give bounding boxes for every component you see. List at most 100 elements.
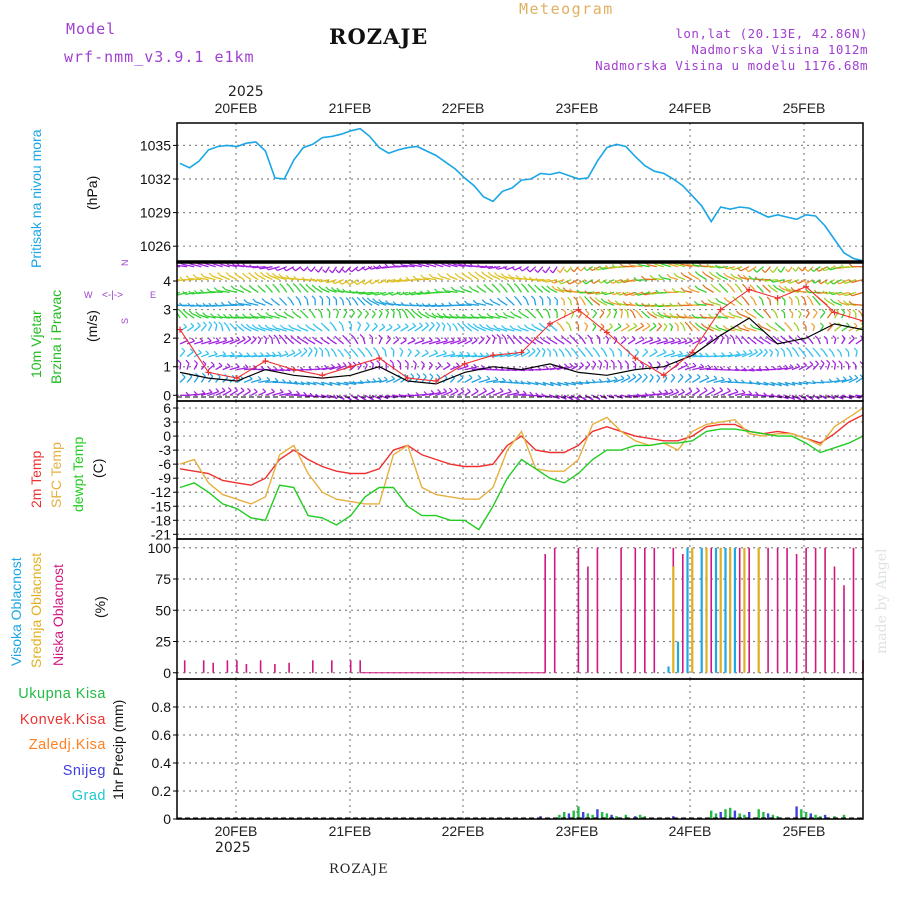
- wind-arrow: [443, 353, 456, 358]
- wind-arrow: [379, 379, 388, 384]
- wind-arrow: [677, 376, 684, 383]
- precip-panel-frame: [176, 678, 864, 820]
- wind-arrow: [762, 351, 768, 358]
- wind-arrow-head: [633, 322, 638, 327]
- wind-arrow: [392, 311, 395, 319]
- wind-arrow: [371, 313, 376, 319]
- wind-arrow-head: [320, 381, 325, 386]
- wind-arrow-head: [553, 296, 558, 301]
- wind-arrow-head: [411, 309, 416, 314]
- precip-bar: [572, 810, 575, 819]
- wind-arrow: [315, 339, 323, 345]
- wind-arrow: [504, 337, 508, 345]
- wind-arrow: [626, 311, 629, 319]
- wind-arrow-head: [653, 348, 658, 353]
- wind-arrow-head: [189, 348, 194, 353]
- wind-arrow: [690, 289, 700, 294]
- cloud-low-bar: [331, 660, 333, 673]
- wind-arrow-head: [202, 302, 207, 307]
- wind-arrow: [346, 351, 352, 358]
- wind-arrow: [759, 287, 764, 293]
- wind-arrow-head: [789, 364, 794, 368]
- wind-arrow: [831, 351, 836, 357]
- wind-arrow: [303, 266, 309, 272]
- cloud-mid-bar: [757, 547, 760, 673]
- wind-arrow: [783, 351, 786, 357]
- wind-arrow: [375, 291, 387, 296]
- wind-tick-label: 1: [163, 359, 171, 375]
- wind-arrow-head: [372, 298, 377, 303]
- wind-arrow-head: [405, 276, 410, 281]
- wind-arrow-head: [299, 309, 304, 314]
- wind-arrow-head: [477, 374, 482, 379]
- top-year: 2025: [228, 84, 264, 100]
- cloud-low-bar: [226, 660, 229, 673]
- wind-arrow-head: [831, 395, 836, 400]
- wind-arrow: [692, 366, 704, 371]
- wind-arrow: [381, 301, 394, 306]
- wind-arrow-head: [296, 390, 300, 395]
- wind-arrow: [713, 390, 723, 396]
- cloud-low-bar: [553, 547, 556, 673]
- wind-arrow: [272, 354, 282, 358]
- wind-arrow-head: [754, 391, 759, 396]
- wind-arrow: [706, 389, 716, 396]
- wind-arrow-head: [442, 350, 447, 355]
- wind-arrow-head: [493, 272, 498, 276]
- wind-arrow-head: [257, 284, 262, 289]
- wind-arrow-head: [771, 308, 776, 313]
- wind-arrow-head: [396, 323, 401, 328]
- wind-arrow-head: [839, 395, 844, 400]
- wind-arrow: [720, 354, 733, 358]
- wind-arrow-head: [753, 268, 758, 273]
- wind-arrow: [371, 325, 378, 332]
- wind-arrow-head: [850, 334, 855, 339]
- wind-arrow: [442, 390, 453, 396]
- wind-arrow: [649, 339, 661, 345]
- wind-arrow-head: [172, 262, 175, 265]
- wind-arrow-head: [805, 289, 810, 294]
- wind-arrow: [464, 391, 471, 396]
- wind-arrow-head: [197, 349, 202, 354]
- wind-arrow-head: [600, 323, 605, 328]
- precip-bar: [743, 814, 746, 819]
- wind-arrow-head: [613, 308, 618, 313]
- wind-arrow-head: [715, 324, 719, 329]
- wind-arrow-head: [278, 334, 283, 339]
- wind-arrow-head: [378, 264, 383, 269]
- wind-arrow-head: [230, 351, 235, 356]
- wind-arrow: [817, 338, 821, 345]
- wind-arrow-head: [721, 312, 726, 317]
- wind-arrow: [492, 301, 501, 306]
- wind-arrow: [663, 340, 675, 345]
- wind-arrow: [580, 350, 587, 358]
- wind-arrow-head: [201, 372, 206, 377]
- wind-arrow-head: [444, 337, 448, 342]
- wind-arrow: [200, 363, 207, 371]
- wind-arrow-head: [428, 337, 433, 342]
- wind-arrow: [467, 303, 479, 306]
- wind-arrow-head: [648, 361, 652, 366]
- wind-arrow: [383, 291, 394, 296]
- cloud-low-bar: [259, 660, 262, 673]
- wind-arrow: [613, 378, 625, 384]
- wind-arrow-head: [658, 274, 663, 279]
- wind-arrow: [442, 263, 451, 268]
- wind-arrow-head: [284, 334, 289, 339]
- wind-arrow: [571, 381, 583, 385]
- wind-arrow-head: [179, 276, 184, 281]
- wind-arrow-head: [416, 372, 421, 377]
- wind-arrow-head: [307, 268, 312, 273]
- wind-arrow-head: [804, 268, 809, 272]
- wind-arrow-head: [546, 296, 551, 300]
- wind-arrow: [399, 291, 408, 296]
- wind-arrow: [378, 394, 389, 400]
- wind-arrow: [323, 339, 330, 345]
- wind-arrow: [833, 301, 842, 306]
- wind-arrow: [193, 375, 200, 383]
- wind-arrow: [250, 391, 258, 396]
- wind-arrow: [808, 338, 814, 345]
- wind-arrow-head: [758, 296, 763, 301]
- wind-arrow: [378, 337, 383, 345]
- cloud-high-bar: [686, 547, 689, 673]
